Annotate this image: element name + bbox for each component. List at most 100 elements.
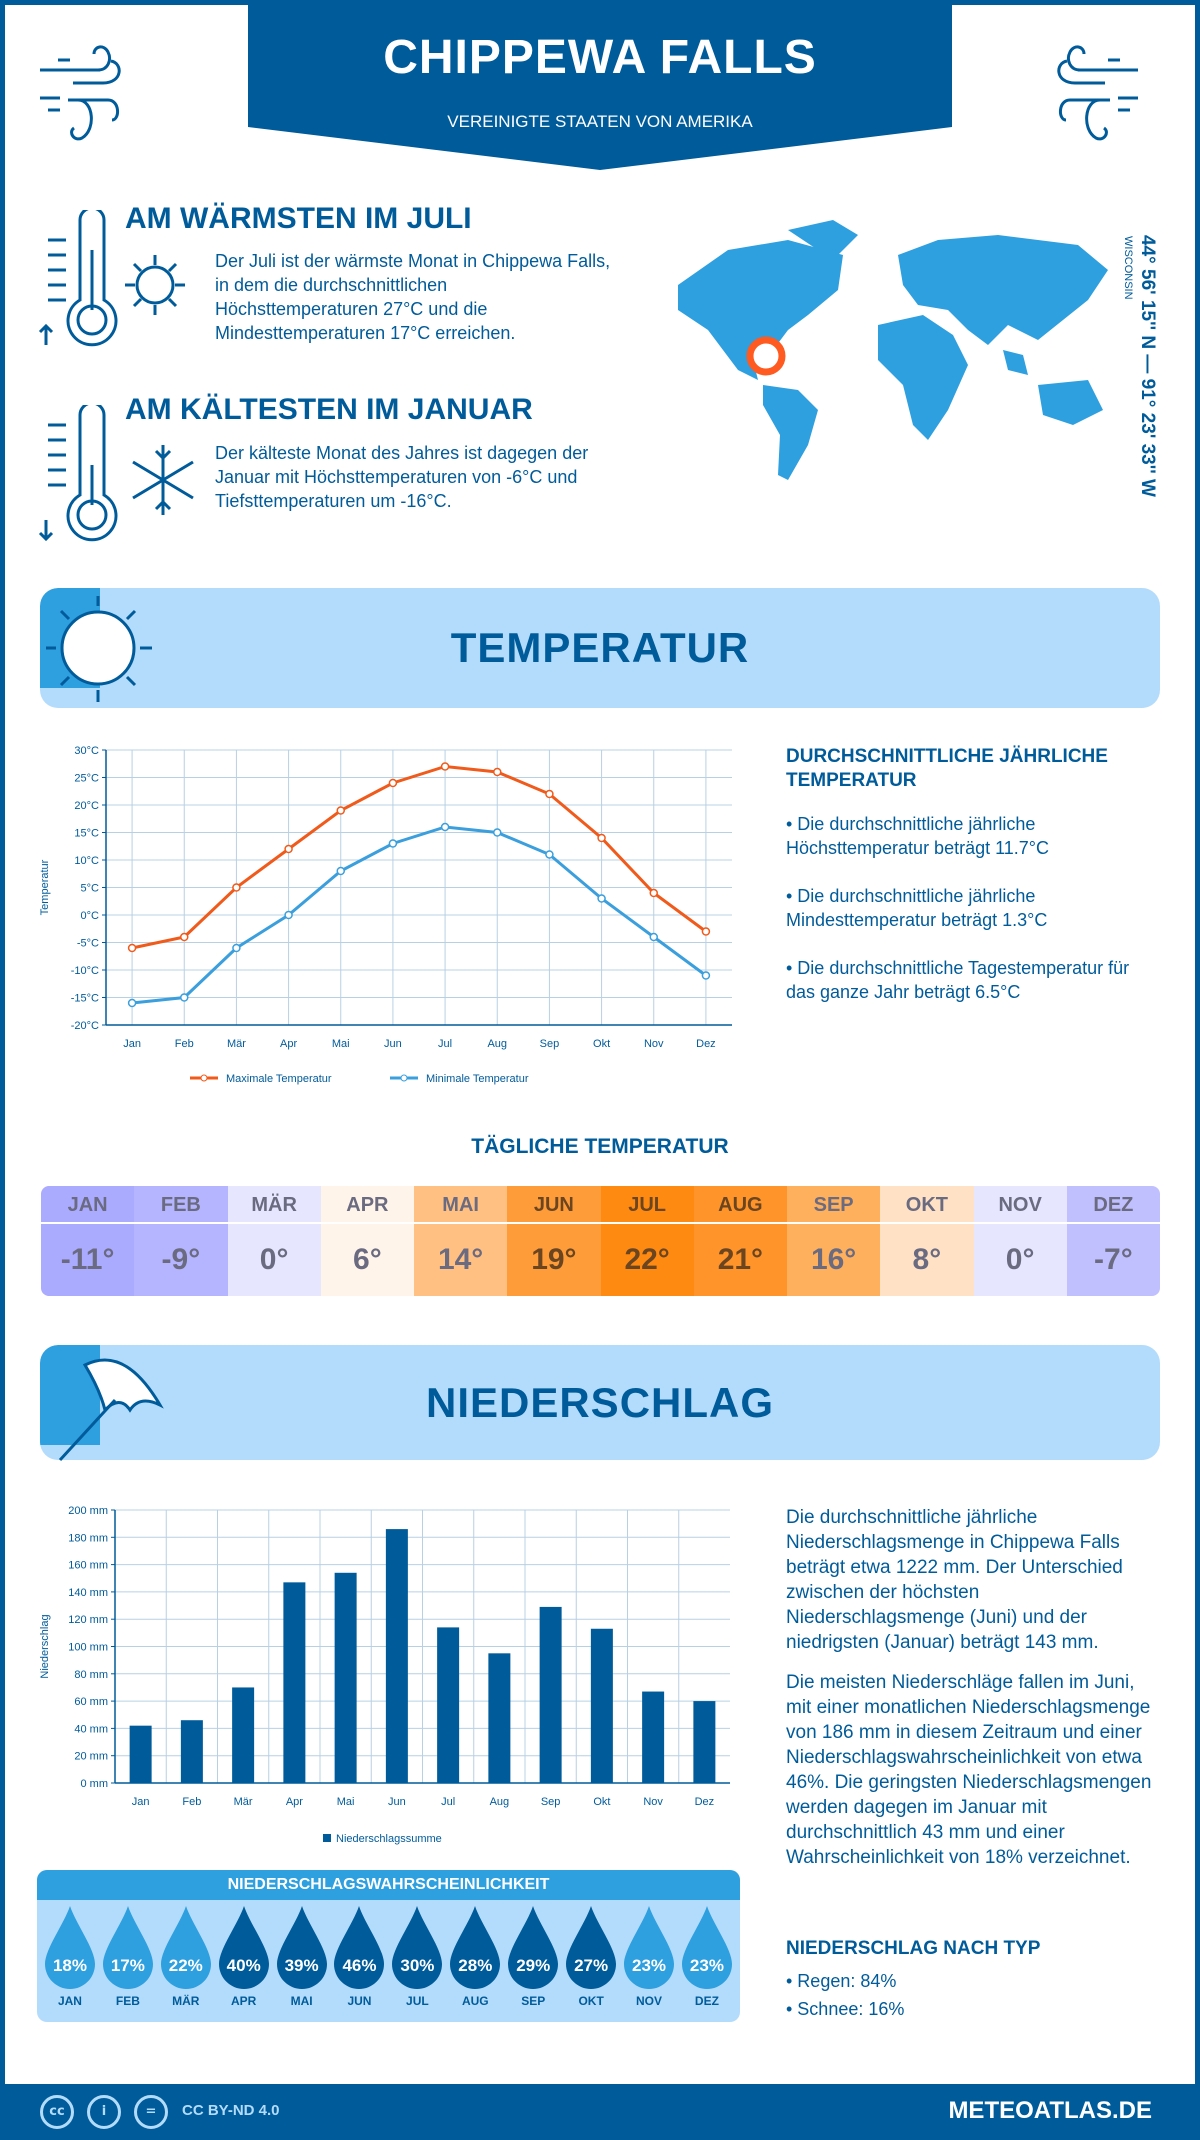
probability-month: DEZ	[694, 1994, 719, 2008]
y-axis-label: Temperatur	[39, 859, 51, 915]
x-tick-label: Mär	[227, 1038, 246, 1050]
warmest-title: AM WÄRMSTEN IM JULI	[125, 202, 472, 235]
daily-month: OKT	[880, 1186, 974, 1224]
data-point	[493, 767, 502, 777]
x-tick-label: Jun	[384, 1038, 402, 1050]
y-tick-label: 20 mm	[74, 1751, 108, 1763]
y-tick-label: -10°C	[71, 965, 99, 977]
daily-value: 8°	[912, 1243, 942, 1276]
y-tick-label: 180 mm	[68, 1532, 108, 1544]
daily-value: 0°	[1005, 1243, 1035, 1276]
data-point	[284, 910, 293, 920]
bar-jul	[437, 1627, 460, 1783]
x-tick-label: Feb	[175, 1038, 194, 1050]
legend-swatch	[323, 1834, 331, 1842]
daily-temp-nov: NOV 0°	[973, 1186, 1067, 1296]
daily-value: 21°	[717, 1243, 764, 1276]
daily-month: APR	[320, 1186, 414, 1224]
region-label: WISCONSIN	[1122, 236, 1134, 300]
raindrop-icon	[392, 1906, 443, 1989]
x-tick-label: Jul	[438, 1038, 452, 1050]
daily-temp-jan: JAN -11°	[41, 1186, 135, 1296]
bar-aug	[488, 1653, 511, 1783]
raindrop-icon	[44, 1906, 95, 1989]
x-tick-label: Sep	[540, 1038, 560, 1050]
thermometer-snowflake-icon	[38, 405, 194, 542]
legend-label: Maximale Temperatur	[226, 1073, 332, 1085]
attribution-icon: i	[87, 2095, 121, 2129]
legend-marker	[400, 1074, 408, 1082]
daily-temp-mär: MÄR 0°	[227, 1186, 321, 1296]
x-tick-label: Okt	[593, 1038, 610, 1050]
probability-month: FEB	[115, 1994, 140, 2008]
data-point	[701, 971, 711, 980]
data-point	[493, 828, 502, 837]
probability-value: 27%	[574, 1956, 609, 1975]
probability-month: OKT	[578, 1994, 604, 2008]
probability-value: 39%	[284, 1956, 319, 1975]
x-tick-label: Nov	[643, 1796, 663, 1808]
precipitation-type-rain: • Regen: 84%	[786, 1971, 897, 1991]
page-title: CHIPPEWA FALLS	[383, 31, 817, 84]
bar-sep	[539, 1606, 562, 1783]
probability-drop: 30% JUL	[390, 1904, 444, 2016]
x-tick-label: Aug	[487, 1038, 507, 1050]
daily-temp-okt: OKT 8°	[880, 1186, 974, 1296]
precipitation-chart: 0 mm 20 mm 40 mm 60 mm 80 mm 100 mm 120 mm 140 …	[39, 1505, 730, 1845]
daily-month: MÄR	[227, 1186, 321, 1224]
probability-value: 18%	[52, 1956, 87, 1975]
probability-drop: 18% JAN	[43, 1904, 97, 2016]
y-tick-label: 60 mm	[74, 1696, 108, 1708]
daily-temp-apr: APR 6°	[320, 1186, 414, 1296]
daily-month: JAN	[41, 1186, 135, 1224]
y-tick-label: -15°C	[71, 993, 99, 1005]
probability-drop: 22% MÄR	[159, 1904, 213, 2016]
daily-temp-sep: SEP 16°	[787, 1186, 881, 1296]
bar-jan	[129, 1725, 152, 1783]
x-tick-label: Jan	[123, 1038, 141, 1050]
x-tick-label: Mär	[234, 1796, 253, 1808]
umbrella-rain-icon	[58, 1358, 164, 1462]
x-tick-label: Feb	[182, 1796, 201, 1808]
daily-temperature-table: JAN -11° FEB -9° MÄR 0° APR 6° MAI 14° JUN 19° JUL 22…	[41, 1186, 1160, 1296]
x-tick-label: Jul	[441, 1796, 455, 1808]
data-point	[545, 850, 554, 859]
daily-month: DEZ	[1066, 1186, 1160, 1224]
probability-month: AUG	[461, 1994, 489, 2008]
daily-value: 0°	[259, 1243, 289, 1276]
data-point	[127, 943, 137, 953]
daily-month: JUL	[600, 1186, 694, 1224]
y-tick-label: 0°C	[81, 910, 100, 922]
y-tick-label: 5°C	[81, 883, 100, 895]
probability-month: APR	[231, 1994, 257, 2008]
probability-drop: 27% OKT	[564, 1904, 618, 2016]
probability-drop: 40% APR	[217, 1904, 271, 2016]
raindrop-icon	[276, 1906, 327, 1989]
x-tick-label: Apr	[286, 1796, 303, 1808]
precipitation-type-snow: • Schnee: 16%	[786, 1999, 905, 2019]
data-point	[232, 943, 241, 953]
world-map	[678, 220, 1108, 480]
probability-drop: 28% AUG	[448, 1904, 502, 2016]
no-derivatives-icon: =	[134, 2095, 168, 2129]
probability-month: NOV	[636, 1994, 663, 2008]
probability-value: 30%	[400, 1956, 435, 1975]
series-line-min	[131, 825, 707, 1005]
y-tick-label: 15°C	[74, 828, 99, 840]
annual-avg-temp: • Die durchschnittliche Tagestemperatur …	[786, 958, 1130, 1002]
legend-label: Niederschlagssumme	[336, 1833, 442, 1845]
data-point	[127, 998, 137, 1008]
y-tick-label: 20°C	[74, 800, 99, 812]
y-tick-label: 0 mm	[81, 1778, 109, 1790]
raindrop-icon	[450, 1906, 501, 1989]
data-point	[440, 762, 450, 771]
brand-link[interactable]: METEOATLAS.DE	[948, 2097, 1152, 2124]
probability-value: 40%	[226, 1956, 261, 1975]
data-point	[597, 833, 606, 843]
y-tick-label: 100 mm	[68, 1642, 108, 1654]
probability-value: 28%	[458, 1956, 493, 1975]
data-point	[180, 932, 189, 942]
precipitation-probability-panel: NIEDERSCHLAGSWAHRSCHEINLICHKEIT 18% JAN 17…	[37, 1870, 740, 2022]
daily-temperature-heading: TÄGLICHE TEMPERATUR	[471, 1135, 729, 1158]
y-tick-label: -5°C	[77, 938, 99, 950]
